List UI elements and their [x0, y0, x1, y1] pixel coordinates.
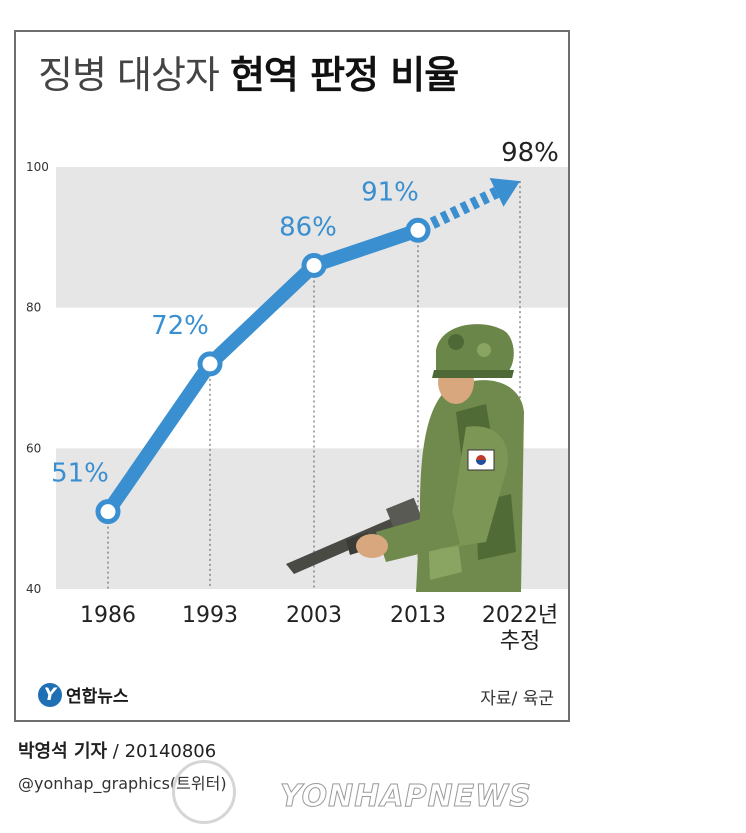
data-label: 98% — [501, 138, 559, 168]
title-bold: 현역 판정 비율 — [229, 53, 459, 97]
data-point — [405, 217, 431, 243]
y-tick-label: 40 — [26, 582, 41, 596]
x-tick-label: 추정 — [500, 629, 540, 654]
series-line — [101, 223, 425, 519]
chart-title: 징병 대상자 현역 판정 비율 — [38, 44, 459, 99]
data-label: 51% — [51, 459, 109, 489]
soldier-illustration — [286, 324, 524, 592]
title-light: 징병 대상자 — [38, 53, 230, 97]
yonhap-logo: Y 연합뉴스 — [38, 682, 129, 707]
y-tick-label: 60 — [26, 441, 41, 455]
data-point — [301, 252, 327, 278]
x-tick-label: 2003 — [286, 603, 342, 628]
byline: 박영석 기자 / 20140806 — [18, 737, 216, 763]
projection-line — [429, 186, 500, 229]
yonhap-logo-icon: Y — [38, 682, 62, 707]
y-tick-label: 80 — [26, 301, 41, 315]
data-source: 자료/ 육군 — [480, 689, 554, 709]
x-tick-label: 1993 — [182, 603, 238, 628]
y-tick-label: 100 — [26, 160, 49, 174]
x-tick-label: 2022년 — [482, 603, 558, 628]
data-point — [197, 351, 223, 377]
infographic-card: 징병 대상자 현역 판정 비율 — [14, 30, 570, 722]
x-tick-label: 2013 — [390, 603, 446, 628]
yonhap-logo-text: 연합뉴스 — [66, 687, 129, 707]
data-label: 86% — [279, 212, 337, 242]
watermark-circle-icon — [172, 760, 236, 824]
watermark: YONHAPNEWS — [280, 779, 532, 815]
band-80-100 — [56, 167, 568, 308]
reporter-name: 박영석 기자 — [18, 741, 108, 762]
projection-arrowhead — [489, 177, 520, 207]
data-label: 72% — [151, 311, 209, 341]
data-point — [95, 499, 121, 525]
data-label: 91% — [361, 177, 419, 207]
x-tick-label: 1986 — [80, 603, 136, 628]
publish-date: / 20140806 — [107, 741, 217, 762]
